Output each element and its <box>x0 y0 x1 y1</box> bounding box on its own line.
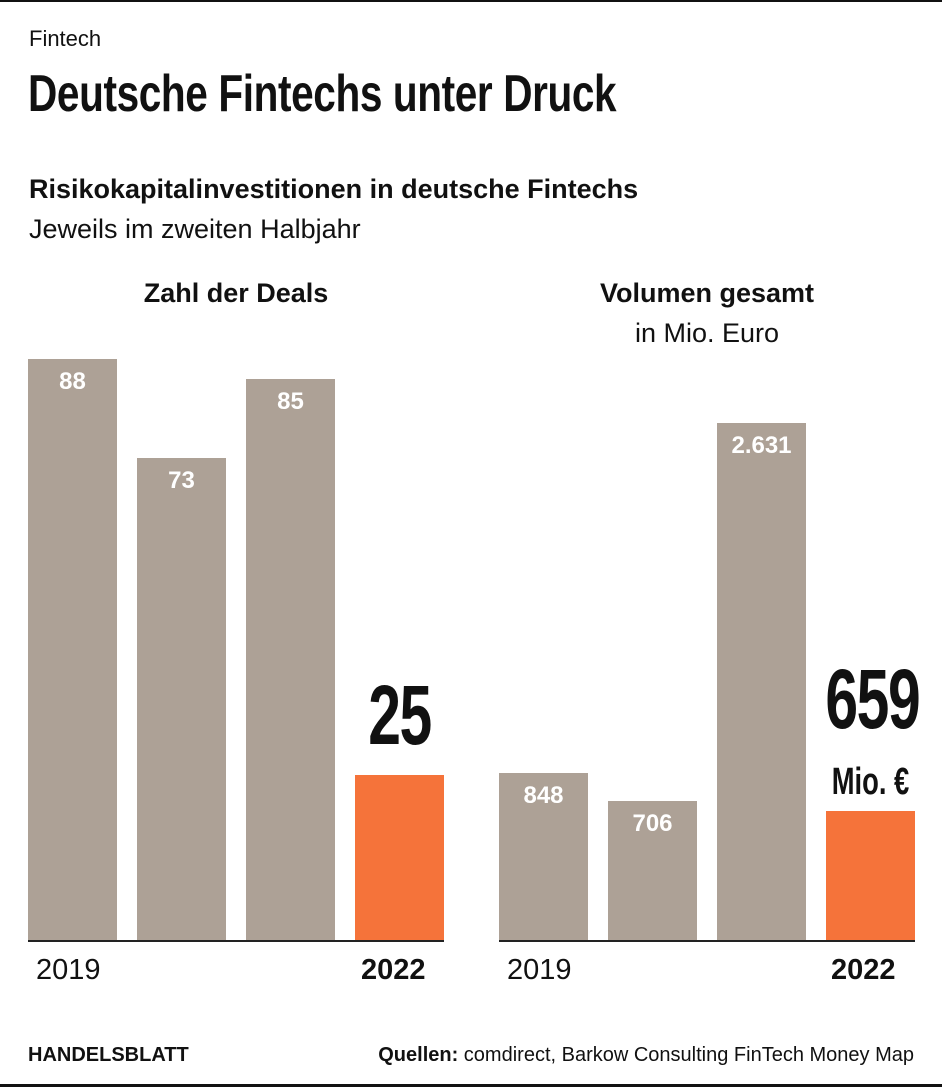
kicker: Fintech <box>29 26 102 51</box>
value-label-highlight: 25 <box>368 667 432 762</box>
bar <box>28 359 117 940</box>
bar-highlight <box>355 774 444 940</box>
title: Deutsche Fintechs unter Druck <box>28 65 617 123</box>
subtitle: Risikokapitalinvestitionen in deutsche F… <box>29 174 639 204</box>
value-label: 706 <box>632 810 673 838</box>
source: Quellen: comdirect, Barkow Consulting Fi… <box>378 1044 914 1067</box>
chart-title-deals: Zahl der Deals <box>143 278 329 308</box>
baseline <box>499 940 915 942</box>
value-label: 88 <box>59 368 86 395</box>
value-label: 848 <box>523 782 564 810</box>
x-label-start: 2019 <box>36 954 101 986</box>
value-unit: Mio. € <box>831 760 910 803</box>
source-label: Quellen: <box>378 1044 459 1066</box>
bar <box>137 458 226 940</box>
bar <box>608 801 697 940</box>
x-label-end: 2022 <box>831 954 896 986</box>
value-label-highlight: 659 <box>825 651 920 746</box>
x-label-end: 2022 <box>361 954 426 986</box>
value-label: 73 <box>168 467 195 495</box>
chart-title-volume: Volumen gesamt <box>599 278 815 308</box>
value-label: 85 <box>277 387 304 415</box>
chart-subtitle-volume: in Mio. Euro <box>634 318 780 348</box>
value-label: 2.631 <box>731 432 792 459</box>
x-label-start: 2019 <box>507 954 572 986</box>
subtitle-note: Jeweils im zweiten Halbjahr <box>29 214 361 244</box>
bar <box>717 423 806 940</box>
bar <box>246 378 335 940</box>
brand: HANDELSBLATT <box>28 1044 189 1066</box>
baseline <box>28 940 444 942</box>
bar-highlight <box>826 810 915 940</box>
source-text: comdirect, Barkow Consulting FinTech Mon… <box>458 1044 914 1066</box>
bar <box>499 773 588 940</box>
